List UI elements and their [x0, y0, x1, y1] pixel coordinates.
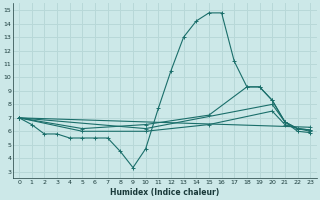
X-axis label: Humidex (Indice chaleur): Humidex (Indice chaleur): [110, 188, 219, 197]
